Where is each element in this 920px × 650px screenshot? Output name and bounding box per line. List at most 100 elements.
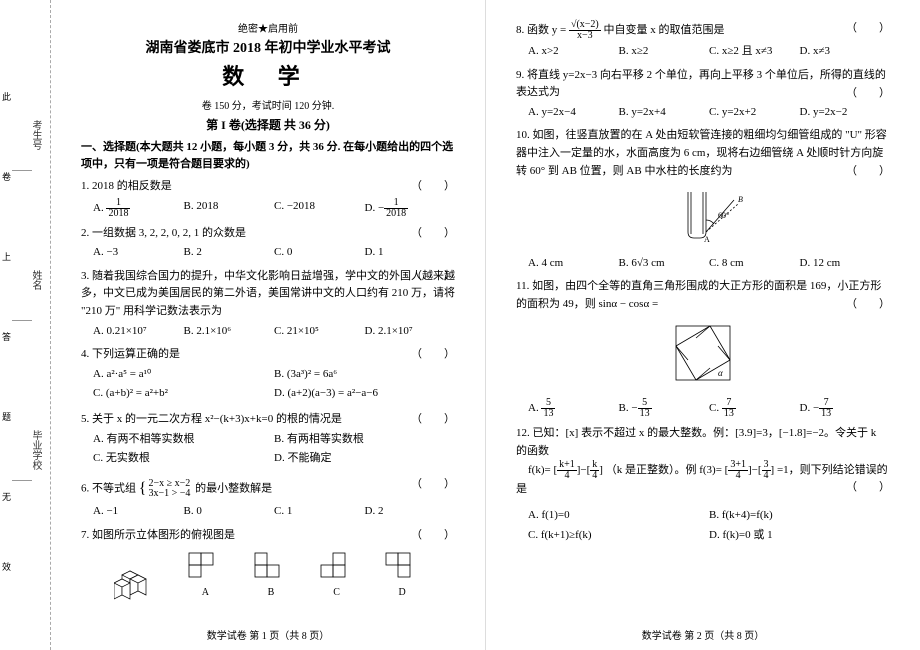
subject: 数 学 (81, 59, 455, 91)
answer-blank: （ ） (411, 268, 455, 286)
answer-blank: （ ） (846, 296, 890, 314)
q8-A: A. x>2 (528, 43, 619, 61)
answer-blank: （ ） (846, 163, 890, 181)
q7-option-A: A (185, 549, 225, 601)
answer-blank: （ ） (411, 476, 455, 494)
exam-sheet: 考生号 姓名 毕业学校 此 卷 上 答 题 无 效 绝密★启用前 湖南省娄底市 … (0, 0, 920, 650)
q11-A: A. 513 (528, 398, 619, 419)
q10-stem: 10. 如图，往竖直放置的在 A 处由短软管连接的粗细均匀细管组成的 "U" 形… (516, 129, 887, 176)
q6-stem-pre: 6. 不等式组 (81, 482, 139, 494)
question-7: 7. 如图所示立体图形的俯视图是 （ ） A (81, 527, 455, 601)
q9-C: C. y=2x+2 (709, 104, 800, 122)
question-11: 11. 如图，由四个全等的直角三角形围成的大正方形的面积是 169，小正方形的面… (516, 278, 890, 419)
exam-title: 湖南省娄底市 2018 年初中学业水平考试 (81, 37, 455, 57)
q8-C: C. x≥2 且 x≠3 (709, 43, 800, 61)
answer-blank: （ ） (411, 411, 455, 429)
answer-blank: （ ） (846, 20, 890, 38)
q3-A: A. 0.21×10⁷ (93, 323, 184, 341)
q2-B: B. 2 (184, 244, 275, 262)
q11-B: B. −513 (619, 398, 710, 419)
binding-line (12, 480, 32, 481)
q10-figure: 60° A B (516, 184, 890, 251)
q10-D: D. 12 cm (800, 255, 891, 273)
q8-B: B. x≥2 (619, 43, 710, 61)
binding-line (12, 320, 32, 321)
q12-C: C. f(k+1)≥f(k) (528, 527, 709, 545)
q7-figures: A B C D (101, 549, 435, 601)
answer-blank: （ ） (411, 527, 455, 545)
q3-C: C. 21×10⁵ (274, 323, 365, 341)
q5-D: D. 不能确定 (274, 450, 455, 468)
binding-line (12, 170, 32, 171)
page-2: 8. 函数 y = √(x−2)x−3 中自变量 x 的取值范围是 （ ） A.… (486, 0, 920, 650)
side-char: 上 (2, 250, 11, 263)
q10-B: B. 6√3 cm (619, 255, 710, 273)
page-1-footer: 数学试卷 第 1 页（共 8 页） (51, 627, 485, 642)
q1-stem: 1. 2018 的相反数是 (81, 180, 172, 192)
q2-stem: 2. 一组数据 3, 2, 2, 0, 2, 1 的众数是 (81, 227, 246, 239)
page-1: 绝密★启用前 湖南省娄底市 2018 年初中学业水平考试 数 学 卷 150 分… (51, 0, 486, 650)
instruction: 一、选择题(本大题共 12 小题，每小题 3 分，共 36 分. 在每小题给出的… (81, 139, 455, 172)
question-12: 12. 已知：[x] 表示不超过 x 的最大整数。例：[3.9]=3，[−1.8… (516, 425, 890, 546)
q12-D: D. f(k)=0 或 1 (709, 527, 890, 545)
question-8: 8. 函数 y = √(x−2)x−3 中自变量 x 的取值范围是 （ ） A.… (516, 20, 890, 61)
q6-C: C. 1 (274, 503, 365, 521)
q11-figure: α (516, 318, 890, 395)
q3-stem: 3. 随着我国综合国力的提升，中华文化影响日益增强，学中文的外国人越来越多，中文… (81, 270, 455, 317)
q5-A: A. 有两不相等实数根 (93, 431, 274, 449)
q7-option-B: B (251, 549, 291, 601)
q4-A: A. a²·a⁵ = a¹⁰ (93, 366, 274, 384)
q5-stem: 5. 关于 x 的一元二次方程 x²−(k+3)x+k=0 的根的情况是 (81, 413, 342, 425)
q1-A: A. 12018 (93, 198, 184, 219)
side-char: 效 (2, 560, 11, 573)
page-2-footer: 数学试卷 第 2 页（共 8 页） (486, 627, 920, 642)
q3-D: D. 2.1×10⁷ (365, 323, 456, 341)
side-char: 卷 (2, 170, 11, 183)
q3-B: B. 2.1×10⁶ (184, 323, 275, 341)
q9-D: D. y=2x−2 (800, 104, 891, 122)
question-10: 10. 如图，往竖直放置的在 A 处由短软管连接的粗细均匀细管组成的 "U" 形… (516, 127, 890, 272)
q10-C: C. 8 cm (709, 255, 800, 273)
q4-C: C. (a+b)² = a²+b² (93, 385, 274, 403)
q8-D: D. x≠3 (800, 43, 891, 61)
q1-D: D. −12018 (365, 198, 456, 219)
q1-C: C. −2018 (274, 198, 365, 219)
svg-text:α: α (718, 368, 723, 378)
q7-option-D: D (382, 549, 422, 601)
side-char: 题 (2, 410, 11, 423)
answer-blank: （ ） (411, 346, 455, 364)
q9-stem: 9. 将直线 y=2x−3 向右平移 2 个单位，再向上平移 3 个单位后，所得… (516, 69, 886, 99)
q1-B: B. 2018 (184, 198, 275, 219)
q10-A: A. 4 cm (528, 255, 619, 273)
question-2: 2. 一组数据 3, 2, 2, 0, 2, 1 的众数是 （ ） A. −3 … (81, 225, 455, 262)
secret-label: 绝密★启用前 (81, 20, 455, 35)
question-5: 5. 关于 x 的一元二次方程 x²−(k+3)x+k=0 的根的情况是 （ ）… (81, 411, 455, 470)
q8-stem-pre: 8. 函数 y = (516, 24, 569, 36)
q6-B: B. 0 (184, 503, 275, 521)
q11-stem: 11. 如图，由四个全等的直角三角形围成的大正方形的面积是 169，小正方形的面… (516, 280, 881, 310)
q5-B: B. 有两相等实数根 (274, 431, 455, 449)
exam-info: 卷 150 分，考试时间 120 分钟. (81, 97, 455, 112)
answer-blank: （ ） (846, 85, 890, 103)
binding-label-name: 姓名 (28, 270, 43, 290)
binding-margin: 考生号 姓名 毕业学校 此 卷 上 答 题 无 效 (0, 0, 51, 650)
side-char: 此 (2, 90, 11, 103)
q2-D: D. 1 (365, 244, 456, 262)
binding-label-school: 毕业学校 (28, 430, 43, 470)
answer-blank: （ ） (411, 178, 455, 196)
side-char: 无 (2, 490, 11, 503)
question-9: 9. 将直线 y=2x−3 向右平移 2 个单位，再向上平移 3 个单位后，所得… (516, 67, 890, 122)
svg-text:B: B (738, 195, 743, 204)
side-char: 答 (2, 330, 11, 343)
q4-stem: 4. 下列运算正确的是 (81, 348, 180, 360)
q6-D: D. 2 (365, 503, 456, 521)
q12-stem-l1: 12. 已知：[x] 表示不超过 x 的最大整数。例：[3.9]=3，[−1.8… (516, 427, 876, 457)
svg-text:A: A (704, 235, 710, 244)
q5-C: C. 无实数根 (93, 450, 274, 468)
q11-D: D. −713 (800, 398, 891, 419)
answer-blank: （ ） (846, 479, 890, 497)
svg-text:60°: 60° (718, 211, 729, 220)
q4-B: B. (3a³)² = 6a⁶ (274, 366, 455, 384)
q2-A: A. −3 (93, 244, 184, 262)
q2-C: C. 0 (274, 244, 365, 262)
